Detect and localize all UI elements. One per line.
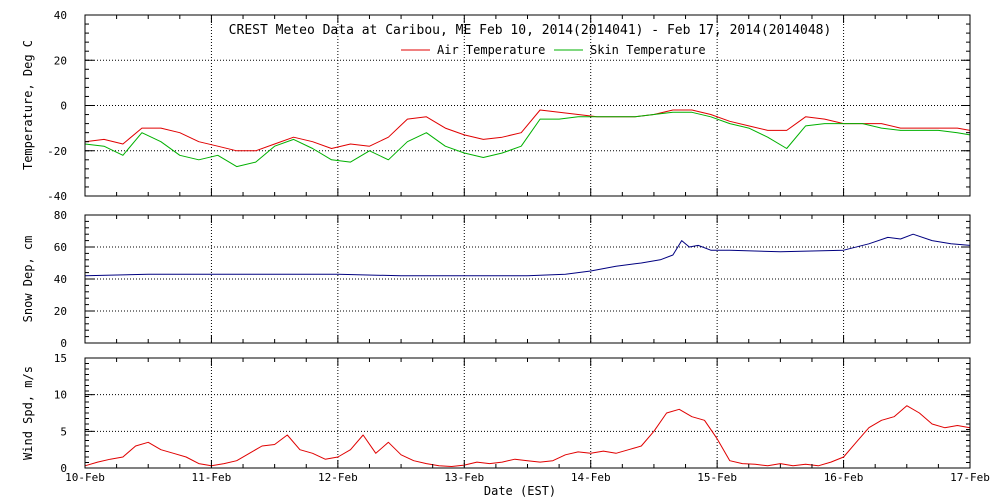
wind-speed-grid xyxy=(85,358,970,468)
x-tick-label: 15-Feb xyxy=(697,471,737,484)
x-tick-label: 12-Feb xyxy=(318,471,358,484)
y-tick-label: 20 xyxy=(54,305,67,318)
y-tick-label: -40 xyxy=(47,190,67,203)
y-tick-label: 40 xyxy=(54,9,67,22)
x-tick-label: 14-Feb xyxy=(571,471,611,484)
y-tick-label: 0 xyxy=(60,100,67,113)
x-tick-labels: 10-Feb 11-Feb 12-Feb 13-Feb 14-Feb 15-Feb 16-F… xyxy=(65,471,990,484)
y-tick-label: 5 xyxy=(60,425,67,438)
snow-depth-series-lines xyxy=(84,233,971,277)
x-tick-label: 16-Feb xyxy=(824,471,864,484)
snow-depth-ticks: 0 20 40 60 80 xyxy=(54,209,971,350)
legend-label-air-temperature: Air Temperature xyxy=(437,43,545,57)
series-line-skin-temperature xyxy=(84,111,971,168)
y-tick-label: 0 xyxy=(60,462,67,475)
snow-depth-y-axis-label: Snow Dep, cm xyxy=(21,236,35,323)
temperature-y-axis-label: Temperature, Deg C xyxy=(21,40,35,170)
wind-speed-plot-frame xyxy=(84,357,971,469)
x-tick-label: 13-Feb xyxy=(444,471,484,484)
snow-depth-grid xyxy=(85,215,970,343)
y-tick-label: 10 xyxy=(54,389,67,402)
temperature-series-lines xyxy=(84,109,971,168)
wind-speed-panel: 0 5 10 15 Wind Spd, m/s xyxy=(21,352,971,475)
y-tick-label: 20 xyxy=(54,54,67,67)
chart-title: CREST Meteo Data at Caribou, ME Feb 10, … xyxy=(229,23,832,38)
y-tick-label: 0 xyxy=(60,337,67,350)
legend-label-skin-temperature: Skin Temperature xyxy=(590,43,706,57)
y-tick-label: 40 xyxy=(54,273,67,286)
x-tick-label: 10-Feb xyxy=(65,471,105,484)
temperature-ticks: -40 -20 0 20 40 xyxy=(47,9,971,203)
y-tick-label: -20 xyxy=(47,145,67,158)
series-line-panel-2-series-0 xyxy=(84,405,971,467)
temperature-legend: Air Temperature Skin Temperature xyxy=(401,43,706,57)
temperature-grid xyxy=(85,15,970,196)
temperature-panel: -40 -20 0 20 40 Temperature, Deg C Air Tempe… xyxy=(21,9,971,203)
y-tick-label: 15 xyxy=(54,352,67,365)
x-tick-label: 17-Feb xyxy=(950,471,990,484)
y-tick-label: 80 xyxy=(54,209,67,222)
wind-speed-series-lines xyxy=(84,405,971,467)
x-tick-label: 11-Feb xyxy=(192,471,232,484)
y-tick-label: 60 xyxy=(54,241,67,254)
series-line-air-temperature xyxy=(84,109,971,152)
series-line-panel-1-series-0 xyxy=(84,233,971,277)
snow-depth-panel: 0 20 40 60 80 Snow Dep, cm xyxy=(21,209,971,350)
wind-speed-ticks: 0 5 10 15 xyxy=(54,352,971,475)
x-axis-label: Date (EST) xyxy=(484,484,556,498)
wind-speed-y-axis-label: Wind Spd, m/s xyxy=(21,366,35,460)
